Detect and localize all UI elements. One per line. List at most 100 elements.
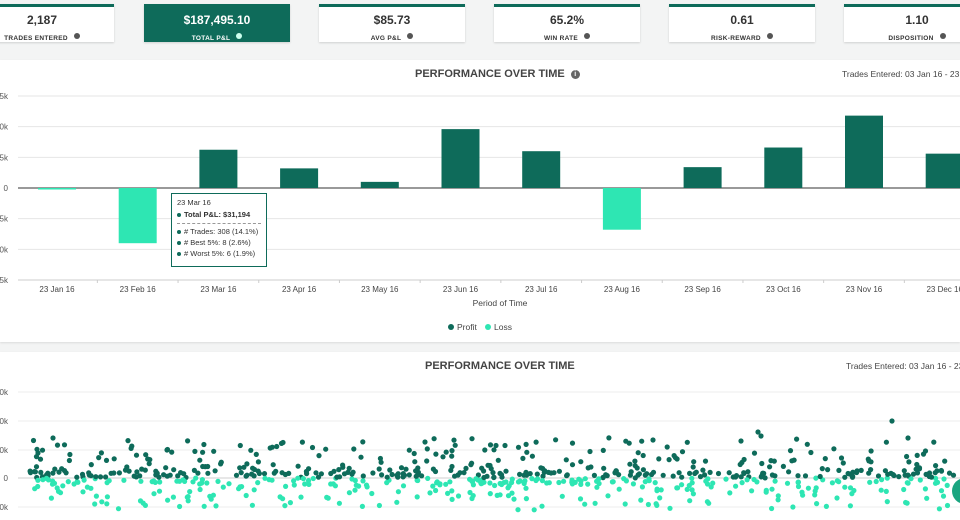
profit-point: [384, 474, 390, 480]
profit-point: [360, 473, 366, 479]
info-icon[interactable]: [407, 32, 414, 39]
profit-point: [591, 472, 598, 478]
loss-point: [775, 493, 781, 499]
chart-title-text: PERFORMANCE OVER TIME: [415, 68, 565, 80]
loss-point: [505, 493, 512, 499]
profit-point: [201, 441, 207, 448]
profit-point: [515, 444, 522, 450]
chat-button[interactable]: [952, 478, 960, 504]
profit-point: [794, 436, 800, 442]
kpi-total-pnl[interactable]: $187,495.10 TOTAL P&L: [144, 4, 290, 42]
loss-point: [291, 478, 297, 484]
legend-profit-marker: [448, 324, 454, 330]
profit-point: [849, 474, 856, 480]
loss-point: [220, 484, 226, 490]
profit-point: [67, 451, 73, 458]
profit-point: [304, 471, 310, 477]
info-icon[interactable]: [584, 32, 591, 39]
x-tick-label: 23 Sep 16: [684, 285, 721, 294]
profit-point: [143, 452, 149, 458]
profit-point: [868, 448, 874, 454]
x-tick-label: 23 Apr 16: [282, 285, 317, 294]
profit-point: [351, 446, 357, 452]
profit-point: [261, 471, 268, 477]
kpi-label: AVG P&L: [370, 35, 402, 42]
loss-point: [511, 496, 517, 502]
info-icon[interactable]: [939, 32, 946, 39]
loss-point: [775, 497, 781, 503]
profit-point: [632, 458, 638, 464]
profit-point: [255, 468, 261, 474]
profit-point: [786, 469, 792, 475]
kpi-value: 2,187: [26, 13, 58, 27]
profit-point: [30, 437, 37, 444]
loss-point: [325, 495, 331, 501]
loss-point: [177, 503, 183, 510]
loss-point: [430, 483, 436, 489]
kpi-trades-entered[interactable]: 2,187 TRADES ENTERED: [0, 4, 114, 42]
loss-point: [523, 496, 530, 502]
profit-point: [760, 470, 766, 476]
profit-point: [481, 474, 487, 481]
profit-point: [660, 472, 666, 478]
profit-point: [463, 465, 469, 471]
loss-point: [805, 485, 812, 491]
profit-point: [789, 458, 795, 464]
loss-point: [561, 478, 567, 484]
profit-point: [349, 471, 355, 477]
profit-point: [461, 470, 467, 476]
profit-point: [808, 449, 814, 456]
profit-point: [938, 467, 944, 474]
profit-point: [197, 457, 203, 463]
kpi-avg-pnl[interactable]: $85.73 AVG P&L: [319, 4, 465, 42]
profit-point: [86, 470, 92, 476]
chart-subtitle: Trades Entered: 03 Jan 16 - 23 D: [842, 69, 960, 79]
loss-point: [515, 507, 521, 513]
kpi-disposition[interactable]: 1.10 DISPOSITION: [844, 4, 960, 42]
profit-point: [124, 464, 130, 470]
chart-title: PERFORMANCE OVER TIME i: [415, 68, 580, 80]
profit-point: [251, 473, 257, 479]
profit-point: [379, 472, 385, 478]
profit-point: [479, 465, 485, 471]
profit-point: [403, 466, 409, 472]
profit-point: [253, 451, 259, 457]
loss-point: [690, 491, 697, 497]
loss-point: [517, 478, 523, 484]
loss-point: [834, 478, 840, 484]
loss-point: [623, 478, 630, 484]
profit-point: [702, 458, 709, 464]
loss-point: [51, 480, 58, 486]
profit-point: [888, 470, 894, 476]
profit-point: [267, 445, 273, 451]
loss-point: [363, 482, 370, 488]
loss-point: [492, 482, 498, 489]
loss-bar: [602, 188, 641, 230]
profit-point: [640, 467, 647, 473]
profit-point: [664, 444, 670, 450]
loss-point: [138, 478, 144, 484]
info-icon[interactable]: [766, 32, 773, 39]
info-icon[interactable]: i: [570, 69, 580, 79]
loss-point: [251, 487, 257, 493]
profit-point: [691, 459, 697, 465]
loss-point: [353, 482, 359, 488]
info-icon[interactable]: [236, 32, 243, 39]
profit-point: [38, 469, 44, 475]
profit-point: [88, 462, 94, 468]
profit-point: [883, 439, 890, 445]
profit-point: [836, 467, 842, 473]
kpi-win-rate[interactable]: 65.2% WIN RATE: [494, 4, 640, 42]
info-icon[interactable]: [73, 32, 80, 39]
profit-point: [854, 469, 860, 476]
loss-point: [814, 501, 820, 507]
profit-point: [134, 469, 140, 475]
tooltip-total-text: Total P&L: $31,194: [184, 210, 251, 219]
profit-point: [358, 454, 364, 460]
loss-point: [376, 502, 382, 509]
loss-point: [667, 505, 673, 511]
kpi-risk-reward[interactable]: 0.61 RISK-REWARD: [669, 4, 815, 42]
profit-point: [387, 467, 393, 473]
loss-point: [35, 477, 41, 483]
loss-point: [594, 478, 600, 484]
